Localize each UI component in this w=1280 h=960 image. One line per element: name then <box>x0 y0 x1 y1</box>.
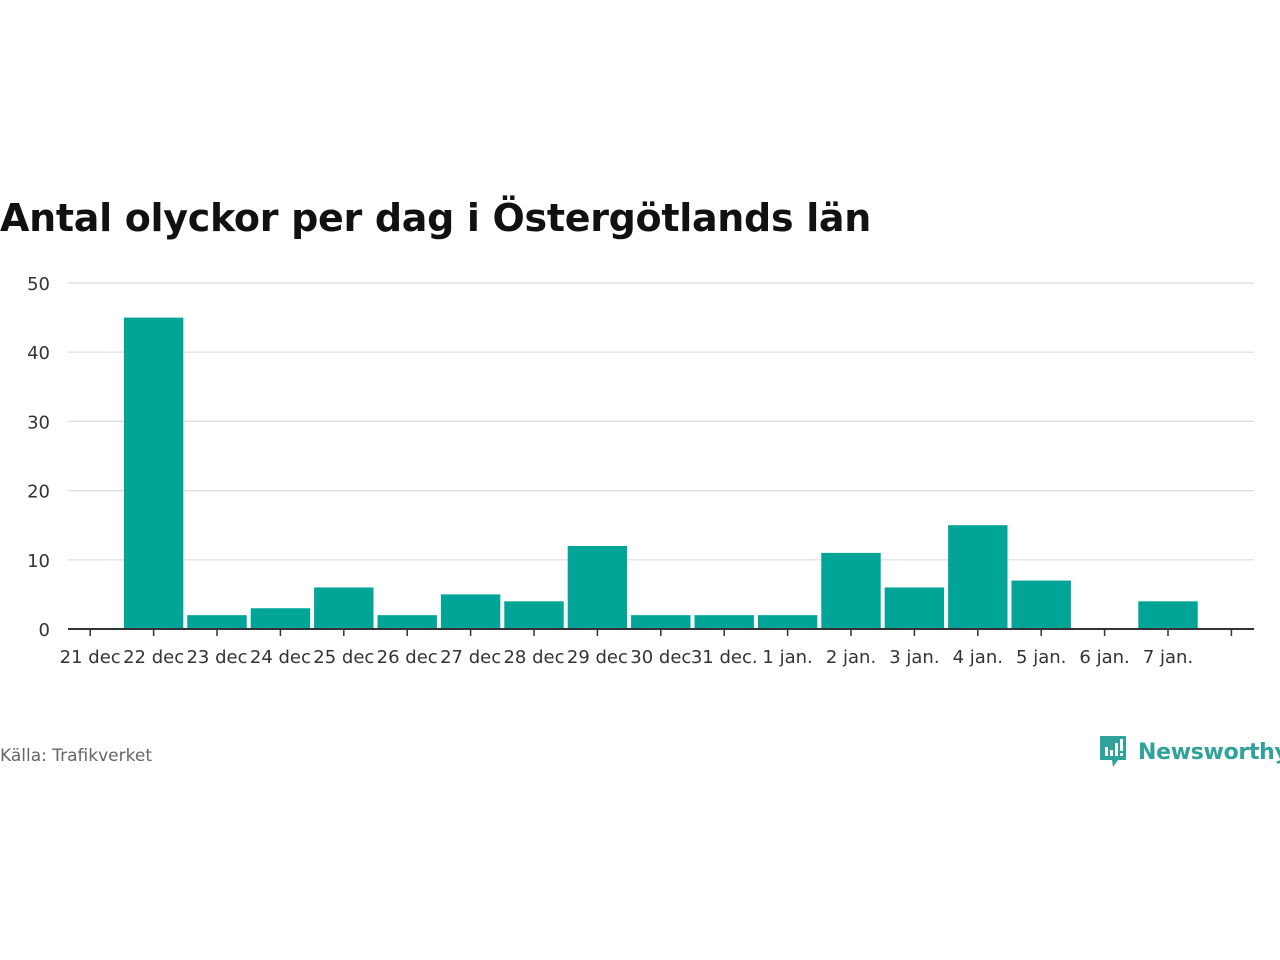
brand-name: Newsworthy <box>1138 739 1280 765</box>
x-tick-label: 21 dec <box>60 647 121 668</box>
x-tick-label: 3 jan. <box>889 647 939 668</box>
bar <box>757 615 818 629</box>
bar-chart: 0 10 20 30 40 50 21 dec 22 dec 23 dec 24 dec 25 de… <box>27 274 1254 668</box>
x-tick-label: 31 dec. <box>691 647 758 668</box>
x-tick-label: 29 dec <box>567 647 628 668</box>
x-tick-label: 28 dec <box>503 647 564 668</box>
x-tick-label: 5 jan. <box>1016 647 1066 668</box>
bar <box>440 594 501 629</box>
x-tick-label: 23 dec <box>186 647 247 668</box>
x-tick-label: 26 dec <box>377 647 438 668</box>
bar <box>504 601 564 629</box>
bar <box>631 615 691 629</box>
bar <box>314 587 374 629</box>
y-tick-label: 20 <box>27 482 50 503</box>
y-tick-label: 0 <box>39 620 50 641</box>
x-tick-label: 7 jan. <box>1143 647 1193 668</box>
y-tick-label: 30 <box>27 412 50 433</box>
x-tick-label: 1 jan. <box>762 647 812 668</box>
x-tick-label: 27 dec <box>440 647 501 668</box>
bar <box>694 615 754 629</box>
brand-logo[interactable]: Newsworthy <box>1098 733 1280 771</box>
bar <box>123 317 184 629</box>
y-tick-label: 10 <box>27 551 50 572</box>
bar <box>884 587 945 629</box>
x-tick-label: 4 jan. <box>953 647 1003 668</box>
y-tick-label: 50 <box>27 274 50 295</box>
chart-title: Antal olyckor per dag i Östergötlands lä… <box>0 196 872 240</box>
bar <box>1138 601 1198 629</box>
bar <box>377 615 437 629</box>
bar <box>948 525 1008 629</box>
x-tick-label: 30 dec <box>630 647 691 668</box>
bar <box>821 552 881 629</box>
source-note: Källa: Trafikverket <box>0 746 152 766</box>
bar <box>187 615 247 629</box>
x-tick-label: 24 dec <box>250 647 311 668</box>
bar <box>567 545 628 629</box>
x-tick-label: 22 dec <box>123 647 184 668</box>
y-tick-label: 40 <box>27 343 50 364</box>
newsworthy-logo-icon <box>1100 736 1126 767</box>
x-tick-label: 6 jan. <box>1079 647 1129 668</box>
x-tick-label: 25 dec <box>313 647 374 668</box>
bar <box>250 608 311 629</box>
bar <box>1011 580 1071 629</box>
x-tick-label: 2 jan. <box>826 647 876 668</box>
